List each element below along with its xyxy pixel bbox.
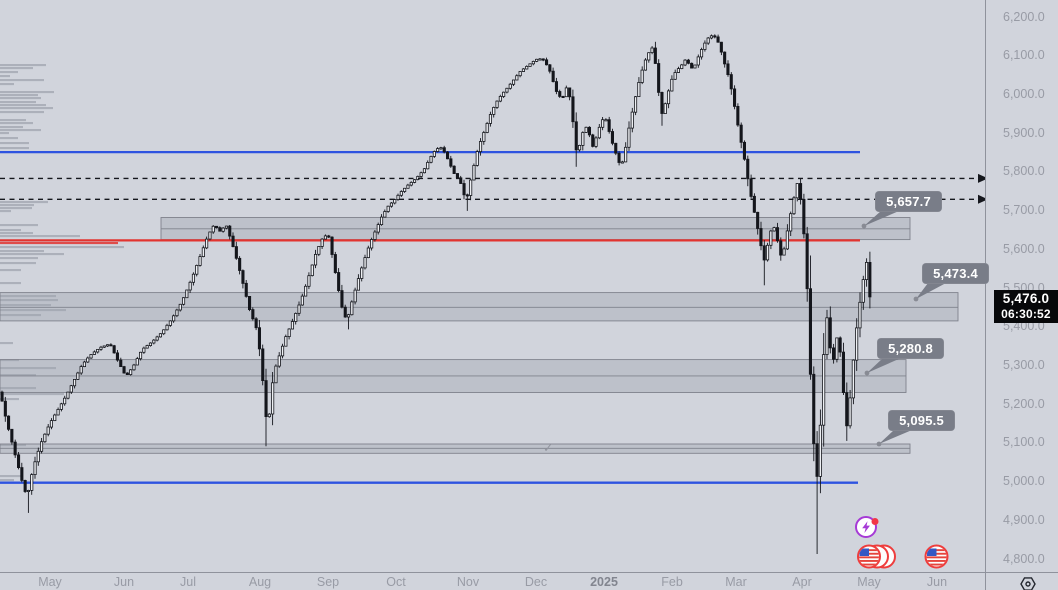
price-axis-label: 5,600.0 (1003, 241, 1045, 256)
price-level-badge[interactable]: 5,280.8 (877, 338, 944, 359)
price-axis-label: 5,200.0 (1003, 396, 1045, 411)
time-axis-label: 2025 (590, 575, 618, 589)
price-axis-label: 5,000.0 (1003, 474, 1045, 489)
time-axis-label: Feb (661, 575, 683, 589)
us-economic-event-icon[interactable] (923, 543, 950, 570)
bar-countdown: 06:30:52 (1001, 307, 1051, 321)
price-axis-label: 5,700.0 (1003, 203, 1045, 218)
svg-text:✓: ✓ (543, 441, 553, 455)
price-axis-label: 5,300.0 (1003, 358, 1045, 373)
price-axis-label: 6,200.0 (1003, 9, 1045, 24)
time-axis-label: Dec (524, 575, 548, 589)
idea-lightning-event-icon[interactable] (852, 512, 882, 542)
time-axis-label: Aug (248, 575, 272, 589)
price-axis[interactable]: 6,200.0 6,100.0 6,000.0 5,900.0 5,800.0 5,700… (985, 0, 1058, 572)
time-axis[interactable]: May Jun Jul Aug Sep Oct Nov Dec 2025 Feb Mar Apr May… (0, 572, 985, 590)
time-axis-label: Jun (926, 575, 948, 589)
current-price-badge[interactable]: 5,476.0 06:30:52 (994, 290, 1058, 323)
price-level-badge[interactable]: 5,095.5 (888, 410, 955, 431)
price-axis-label: 5,900.0 (1003, 125, 1045, 140)
time-axis-label: May (857, 575, 881, 589)
time-axis-label: May (38, 575, 62, 589)
candlestick-chart[interactable]: ✓ (0, 0, 985, 572)
us-economic-events-stacked-icon[interactable] (855, 543, 897, 570)
price-level-badge[interactable]: 5,657.7 (875, 191, 942, 212)
axis-settings-icon[interactable] (1020, 576, 1036, 590)
time-axis-label: Jul (180, 575, 196, 589)
time-axis-label: Sep (316, 575, 340, 589)
time-axis-label: Nov (456, 575, 480, 589)
price-axis-label: 4,900.0 (1003, 512, 1045, 527)
current-price-value: 5,476.0 (1002, 291, 1050, 306)
price-axis-label: 4,800.0 (1003, 551, 1045, 566)
price-axis-label: 5,100.0 (1003, 435, 1045, 450)
price-axis-label: 6,000.0 (1003, 87, 1045, 102)
price-axis-label: 6,100.0 (1003, 48, 1045, 63)
time-axis-label: Mar (725, 575, 747, 589)
time-axis-label: Apr (792, 575, 812, 589)
axis-corner (985, 572, 1058, 590)
price-level-badge[interactable]: 5,473.4 (922, 263, 989, 284)
time-axis-label: Jun (113, 575, 135, 589)
price-axis-label: 5,800.0 (1003, 164, 1045, 179)
time-axis-label: Oct (386, 575, 406, 589)
